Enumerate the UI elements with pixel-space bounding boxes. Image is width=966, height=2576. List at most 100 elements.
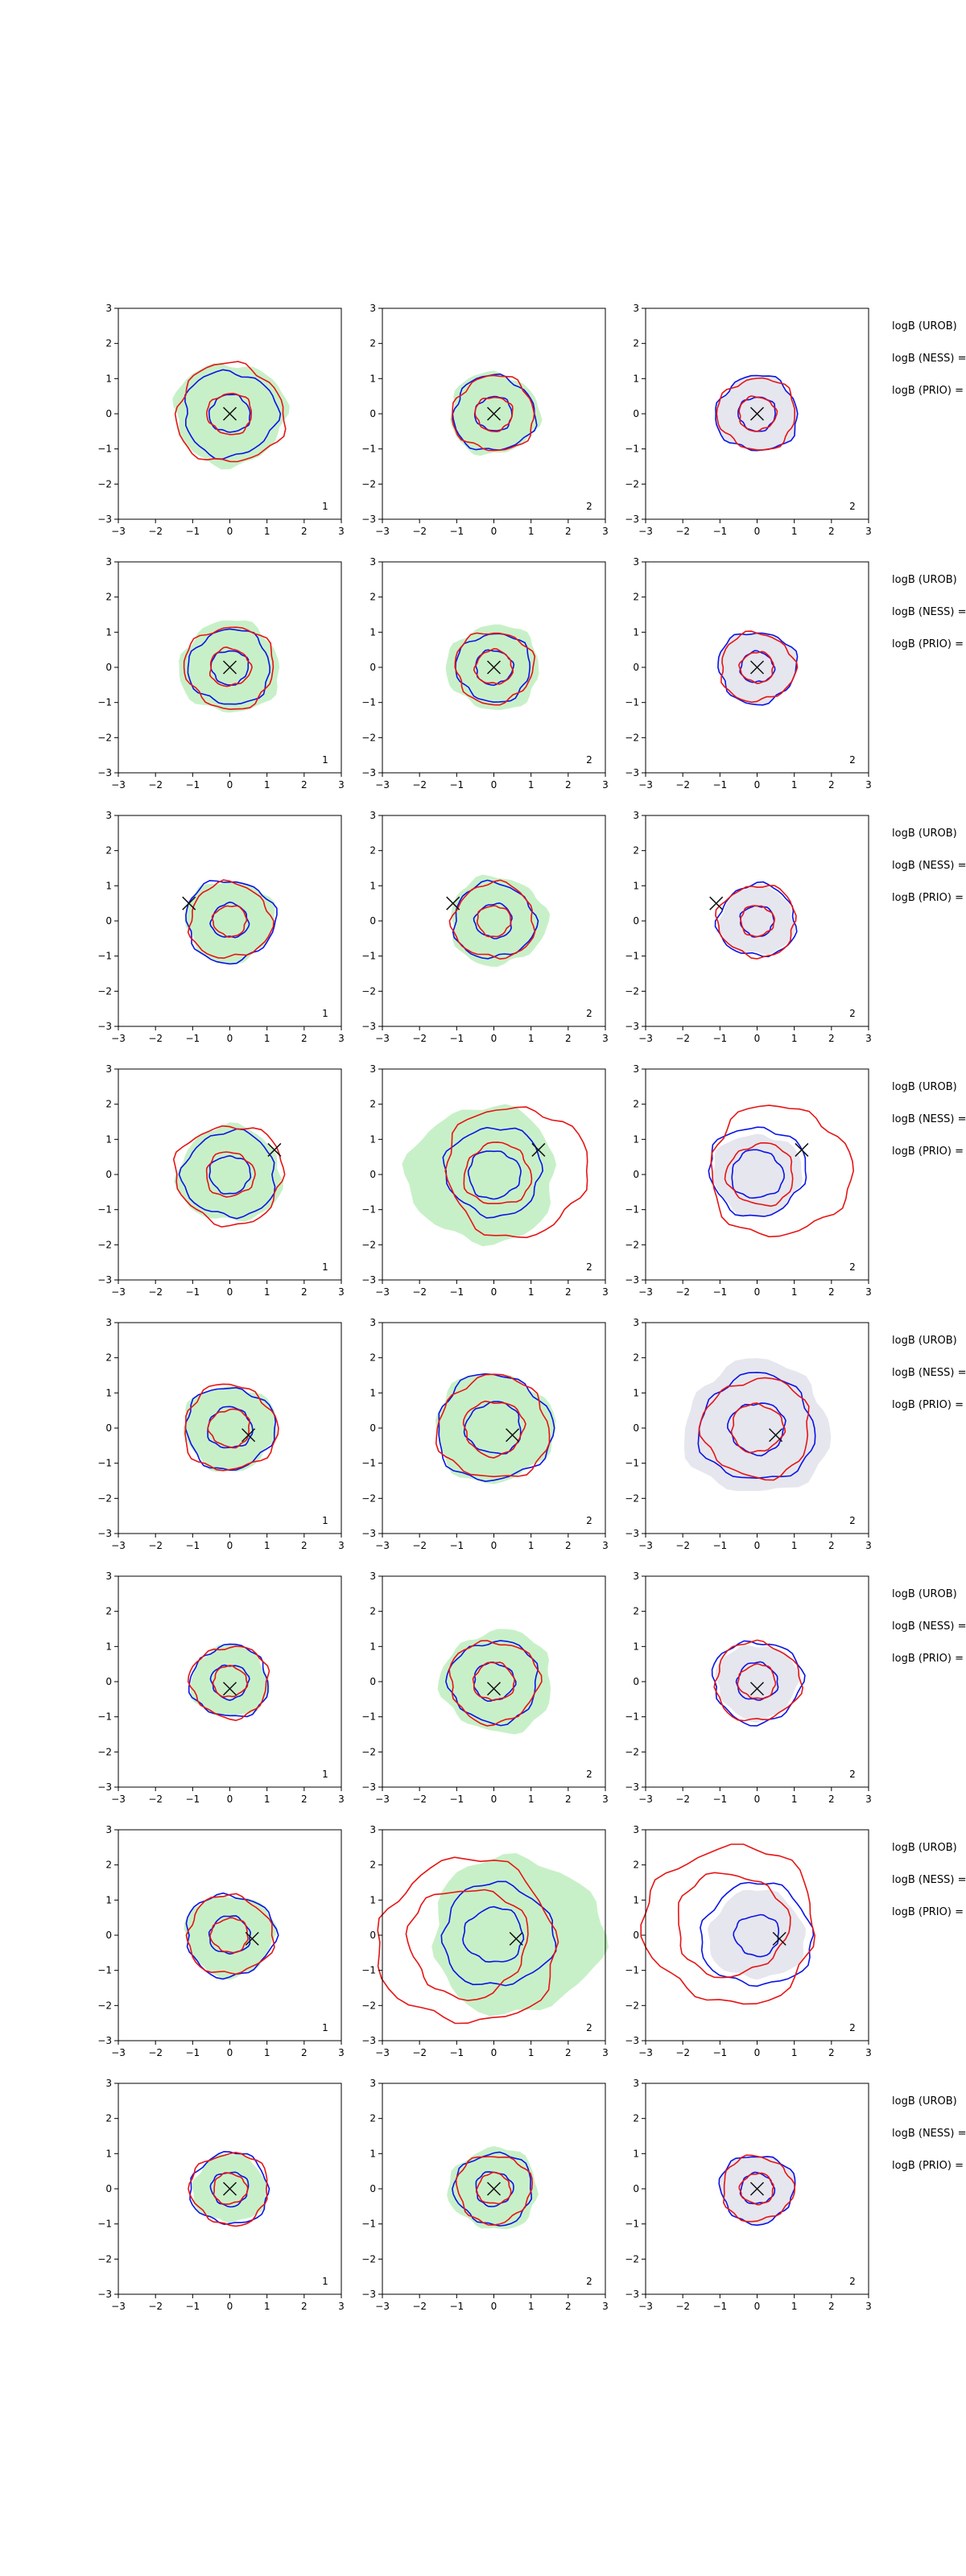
true-value-marker: [245, 1931, 259, 1946]
density-fill-grey: [716, 883, 795, 955]
y-tick-label: −2: [361, 1239, 376, 1250]
panel-number: 2: [586, 754, 592, 766]
x-tick-label: −2: [675, 1033, 690, 1044]
row-bayes-label: logB (UROB): [892, 1588, 957, 1600]
y-tick-label: −2: [97, 1492, 112, 1504]
y-tick-label: −1: [97, 2219, 112, 2230]
x-tick-label: −3: [638, 2047, 653, 2058]
true-value-marker: [709, 896, 724, 910]
y-tick-label: 2: [369, 1860, 376, 1871]
y-tick-label: 3: [105, 556, 112, 568]
contour-blue: [188, 1643, 269, 1718]
x-tick-label: −3: [111, 779, 126, 791]
x-tick-label: −3: [111, 1794, 126, 1805]
y-tick-label: 2: [105, 338, 112, 349]
contour-red: [448, 1640, 543, 1727]
x-tick-label: 1: [791, 2301, 798, 2312]
subplot-panel: −3 −2 −1 0 1 2 3 −3 −2 −1 0 1 2 3 1: [97, 556, 345, 791]
subplot-panel: −3 −2 −1 0 1 2 3 −3 −2 −1 0 1 2 3 2: [361, 810, 609, 1044]
x-tick-label: 2: [828, 526, 835, 537]
x-tick-label: 1: [264, 1033, 270, 1044]
row-bayes-label: logB (UROB): [892, 1842, 957, 1854]
x-tick-label: 0: [754, 1794, 761, 1805]
y-tick-label: 3: [633, 810, 639, 821]
x-tick-label: 2: [301, 1033, 308, 1044]
y-tick-label: 3: [105, 1063, 112, 1075]
x-tick-label: −2: [412, 779, 427, 791]
x-tick-label: −3: [638, 1794, 653, 1805]
true-value-marker: [222, 660, 237, 675]
contour-red: [211, 905, 248, 938]
y-tick-label: −1: [625, 1965, 639, 1976]
contour-blue: [184, 369, 282, 460]
y-tick-label: −1: [625, 1204, 639, 1216]
x-tick-label: 3: [602, 2047, 609, 2058]
y-tick-label: 0: [633, 1930, 639, 1941]
y-tick-label: −2: [625, 1492, 639, 1504]
contour-blue: [715, 374, 799, 452]
y-tick-label: 3: [105, 1317, 112, 1328]
contour-blue: [208, 1154, 252, 1195]
y-tick-label: 0: [633, 2183, 639, 2194]
panel-number: 1: [322, 501, 328, 512]
y-tick-label: −3: [625, 514, 639, 525]
y-tick-label: 2: [105, 845, 112, 857]
x-tick-label: 1: [264, 1540, 270, 1551]
y-tick-label: 2: [633, 2113, 639, 2124]
x-tick-label: 1: [264, 526, 270, 537]
y-tick-label: −1: [361, 697, 376, 708]
x-tick-label: 0: [491, 2047, 497, 2058]
y-tick-label: 2: [633, 338, 639, 349]
y-tick-label: 2: [369, 338, 376, 349]
contour-blue: [185, 1892, 279, 1980]
y-tick-label: 2: [633, 845, 639, 857]
contour-red: [463, 1141, 533, 1204]
y-tick-label: −1: [97, 1458, 112, 1469]
x-tick-label: −1: [712, 526, 727, 537]
true-value-marker: [749, 407, 765, 421]
x-tick-label: −2: [675, 779, 690, 791]
x-tick-label: 3: [602, 1033, 609, 1044]
contour-red: [640, 1843, 816, 2005]
subplot-panel: −3 −2 −1 0 1 2 3 −3 −2 −1 0 1 2 3 2: [361, 2078, 609, 2312]
y-tick-label: −3: [97, 1781, 112, 1793]
x-tick-label: 0: [491, 526, 497, 537]
true-value-marker: [749, 2182, 765, 2196]
y-tick-label: 0: [633, 1676, 639, 1687]
panel-number: 2: [586, 1008, 592, 1019]
panel-number: 2: [586, 501, 592, 512]
x-tick-label: 1: [264, 779, 270, 791]
x-tick-label: −1: [185, 1286, 200, 1298]
y-tick-label: −2: [97, 985, 112, 997]
y-tick-label: −3: [361, 2035, 376, 2046]
contour-blue: [733, 1913, 779, 1958]
x-tick-label: −3: [638, 1286, 653, 1298]
y-tick-label: −2: [361, 1746, 376, 1757]
x-tick-label: 0: [754, 526, 761, 537]
x-tick-label: 0: [227, 2047, 233, 2058]
y-tick-label: 0: [369, 915, 376, 927]
subplot-panel: −3 −2 −1 0 1 2 3 −3 −2 −1 0 1 2 3 1: [97, 1317, 345, 1551]
y-tick-label: 1: [633, 1387, 639, 1398]
x-tick-label: 0: [227, 2301, 233, 2312]
row-bayes-label: logB (NESS) =: [892, 606, 966, 618]
contour-red: [698, 1377, 810, 1481]
y-tick-label: 1: [633, 1133, 639, 1145]
x-tick-label: −2: [412, 526, 427, 537]
figure-row: −3 −2 −1 0 1 2 3 −3 −2 −1 0 1 2 3 1 −3 −2 −1 0 1 2 3 −3 −2 −1 0 1 2…: [97, 2078, 966, 2312]
x-tick-label: −2: [148, 2301, 163, 2312]
contour-red: [213, 2172, 249, 2205]
x-tick-label: −2: [412, 1286, 427, 1298]
x-tick-label: −1: [185, 1540, 200, 1551]
figure-row: −3 −2 −1 0 1 2 3 −3 −2 −1 0 1 2 3 1 −3 −2 −1 0 1 2 3 −3 −2 −1 0 1 2…: [97, 556, 966, 791]
panel-number: 2: [849, 2022, 856, 2033]
density-fill-green: [174, 1122, 283, 1222]
x-tick-label: −2: [148, 1540, 163, 1551]
x-tick-label: 3: [602, 1794, 609, 1805]
x-tick-label: −2: [412, 1540, 427, 1551]
contour-blue: [208, 394, 251, 433]
x-tick-label: 3: [338, 2047, 345, 2058]
y-tick-label: 3: [105, 1824, 112, 1835]
true-value-marker: [486, 1682, 502, 1696]
x-tick-label: 1: [528, 526, 535, 537]
